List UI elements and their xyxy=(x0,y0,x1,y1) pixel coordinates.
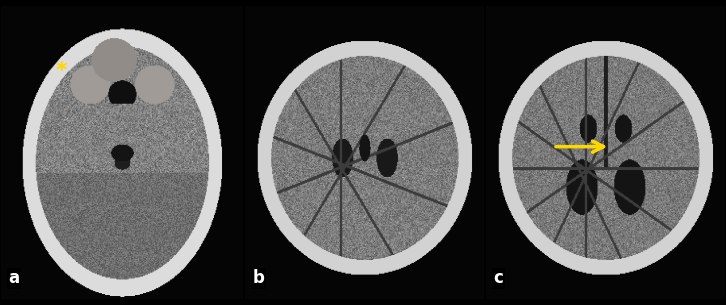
Text: *: * xyxy=(56,60,68,81)
Text: a: a xyxy=(9,269,20,287)
Text: b: b xyxy=(253,269,264,287)
Text: c: c xyxy=(494,269,503,287)
